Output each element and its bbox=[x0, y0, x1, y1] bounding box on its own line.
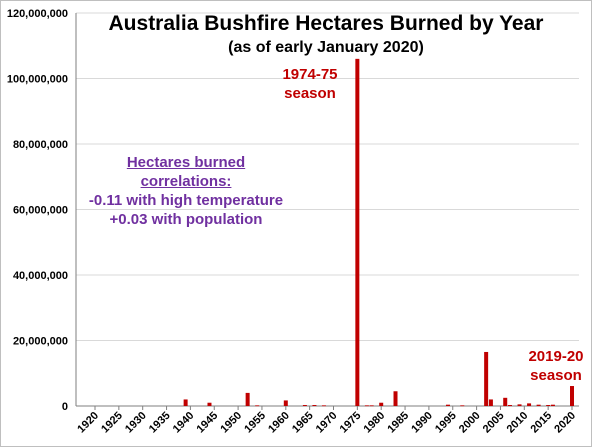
x-tick-label: 1970 bbox=[314, 410, 340, 436]
bar-2020 bbox=[570, 386, 574, 406]
bar-1954 bbox=[255, 405, 260, 407]
bar-1966 bbox=[312, 405, 317, 406]
bar-2006 bbox=[503, 397, 508, 406]
x-tick-label: 2000 bbox=[457, 410, 483, 436]
recent-annotation-line2: season bbox=[530, 367, 582, 384]
correlation-annotation: Hectares burned correlations: -0.11 with… bbox=[81, 153, 291, 229]
peak-annotation: 1974-75 season bbox=[277, 65, 343, 103]
bar-2013 bbox=[536, 404, 541, 406]
y-tick-label: 60,000,000 bbox=[13, 205, 68, 217]
bar-2015 bbox=[546, 405, 551, 406]
x-tick-label: 2020 bbox=[552, 410, 578, 436]
bar-1952 bbox=[245, 392, 250, 406]
bar-1975 bbox=[355, 58, 360, 406]
x-tick-label: 1945 bbox=[195, 410, 221, 436]
bar-2002 bbox=[484, 351, 489, 406]
y-tick-label: 120,000,000 bbox=[7, 8, 68, 20]
x-tick-label: 2015 bbox=[528, 410, 554, 436]
x-tick-label: 1965 bbox=[290, 410, 316, 436]
recent-annotation: 2019-20 season bbox=[523, 347, 589, 385]
bar-1964 bbox=[302, 405, 307, 406]
x-tick-label: 1925 bbox=[99, 410, 125, 436]
recent-annotation-line1: 2019-20 bbox=[528, 348, 584, 365]
y-tick-label: 0 bbox=[62, 401, 68, 413]
bar-1997 bbox=[460, 405, 465, 407]
bar-1968 bbox=[321, 405, 326, 407]
bar-2003 bbox=[488, 399, 493, 406]
peak-annotation-line1: 1974-75 bbox=[282, 66, 338, 83]
y-tick-label: 20,000,000 bbox=[13, 336, 68, 348]
x-tick-label: 1960 bbox=[266, 410, 292, 436]
y-tick-label: 40,000,000 bbox=[13, 270, 68, 282]
y-tick-label: 100,000,000 bbox=[7, 74, 68, 86]
correlation-title: Hectares burned correlations: bbox=[126, 154, 246, 190]
x-tick-label: 1950 bbox=[218, 410, 244, 436]
x-tick-label: 1995 bbox=[433, 410, 459, 436]
peak-annotation-line2: season bbox=[284, 85, 336, 102]
chart-subtitle: (as of early January 2020) bbox=[228, 39, 424, 56]
bar-2011 bbox=[527, 403, 532, 406]
bar-1939 bbox=[183, 399, 188, 406]
x-tick-label: 1990 bbox=[409, 410, 435, 436]
bar-1977 bbox=[364, 405, 369, 407]
bar-1994 bbox=[445, 404, 450, 406]
bar-1983 bbox=[393, 391, 398, 406]
bar-2016 bbox=[550, 404, 555, 406]
x-tick-label: 1975 bbox=[338, 410, 364, 436]
x-tick-label: 2010 bbox=[505, 410, 531, 436]
x-tick-label: 1955 bbox=[242, 410, 268, 436]
x-tick-label: 2005 bbox=[481, 410, 507, 436]
bar-1960 bbox=[283, 400, 288, 406]
bar-1980 bbox=[379, 402, 384, 406]
correlation-temperature: -0.11 with high temperature bbox=[88, 192, 284, 209]
correlation-population: +0.03 with population bbox=[109, 211, 263, 228]
x-tick-label: 1980 bbox=[362, 410, 388, 436]
bar-2009 bbox=[517, 404, 522, 406]
x-tick-label: 1985 bbox=[385, 410, 411, 436]
x-tick-label: 1930 bbox=[123, 410, 149, 436]
y-tick-label: 80,000,000 bbox=[13, 139, 68, 151]
bar-2007 bbox=[507, 405, 512, 406]
bar-1978 bbox=[369, 405, 374, 407]
x-tick-label: 1940 bbox=[171, 410, 197, 436]
x-tick-label: 1920 bbox=[75, 410, 101, 436]
bar-1944 bbox=[207, 402, 212, 406]
chart-title: Australia Bushfire Hectares Burned by Ye… bbox=[108, 12, 544, 35]
x-tick-label: 1935 bbox=[147, 410, 173, 436]
